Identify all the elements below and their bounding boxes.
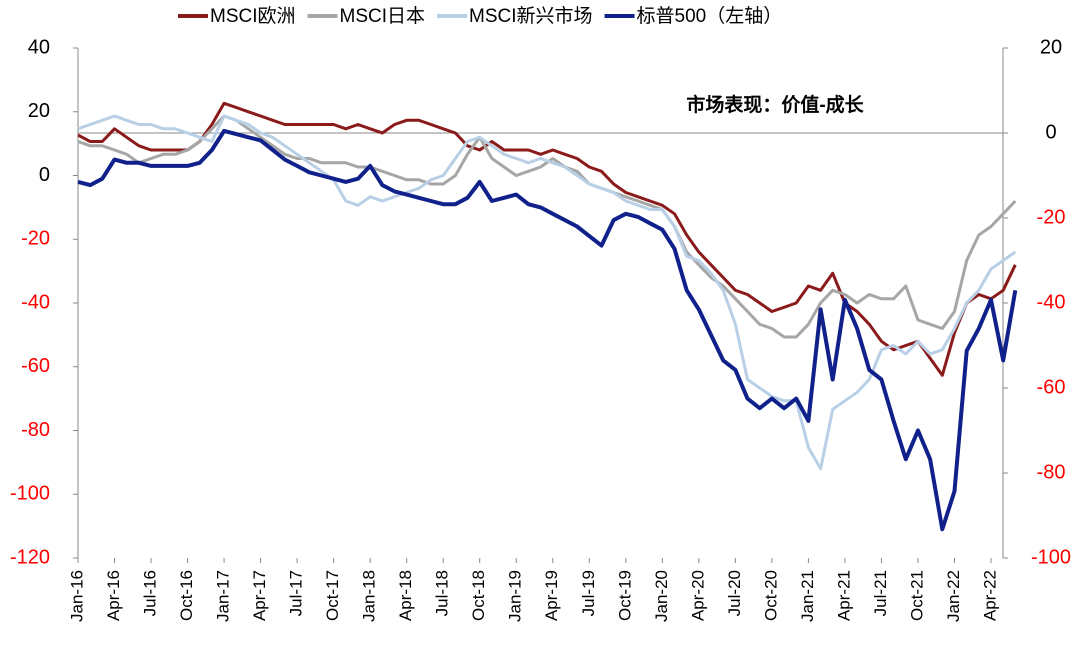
y2-tick-label: 20 [1040,36,1062,58]
series-line [77,128,1018,532]
x-tick-label: Oct-19 [615,570,634,621]
x-tick-label: Jan-21 [798,570,817,622]
series-line [77,101,1017,377]
y-tick-label: -100 [10,483,50,505]
y-tick-label: -80 [21,419,50,441]
x-tick-label: Jul-17 [287,570,306,616]
legend-label: MSCI欧洲 [210,5,296,27]
y-tick-label: 20 [28,100,50,122]
y-tick-label: -120 [10,546,50,568]
y2-tick-label: -20 [1037,206,1066,228]
x-tick-label: Oct-18 [469,570,488,621]
y-tick-label: 0 [39,164,50,186]
annotation: 市场表现：价值-成长 [686,93,864,116]
x-tick-label: Jul-18 [433,570,452,616]
x-tick-label: Jul-16 [141,570,160,616]
x-tick-label: Apr-21 [834,570,853,621]
x-tick-label: Jan-18 [360,570,379,622]
x-tick-label: Oct-20 [761,570,780,621]
y2-tick-label: -60 [1037,376,1066,398]
x-tick-label: Jul-19 [579,570,598,616]
x-tick-label: Apr-22 [980,570,999,621]
y-tick-label: -20 [21,228,50,250]
x-tick-label: Jul-21 [871,570,890,616]
y2-tick-label: -100 [1031,546,1071,568]
x-tick-label: Jan-19 [506,570,525,622]
x-tick-label: Apr-17 [250,570,269,621]
x-tick-label: Apr-19 [542,570,561,621]
y2-tick-label: 0 [1045,121,1056,143]
x-tick-label: Oct-16 [177,570,196,621]
y2-tick-label: -40 [1037,291,1066,313]
x-tick-label: Jan-16 [67,570,86,622]
x-tick-label: Apr-20 [688,570,707,621]
series-line [77,114,1017,471]
legend-label: MSCI日本 [340,5,426,27]
x-tick-label: Jan-22 [944,570,963,622]
y-tick-label: 40 [28,36,50,58]
legend-label: 标普500（左轴） [637,5,783,27]
series-line [77,114,1017,339]
y-tick-label: -40 [21,291,50,313]
y-tick-label: -60 [21,355,50,377]
x-tick-label: Apr-18 [396,570,415,621]
x-tick-label: Oct-21 [907,570,926,621]
legend-label: MSCI新兴市场 [469,5,593,27]
x-tick-label: Oct-17 [323,570,342,621]
x-tick-label: Apr-16 [104,570,123,621]
y2-tick-label: -80 [1037,461,1066,483]
x-tick-label: Jan-17 [214,570,233,622]
x-tick-label: Jan-20 [652,570,671,622]
x-tick-label: Jul-20 [725,570,744,616]
